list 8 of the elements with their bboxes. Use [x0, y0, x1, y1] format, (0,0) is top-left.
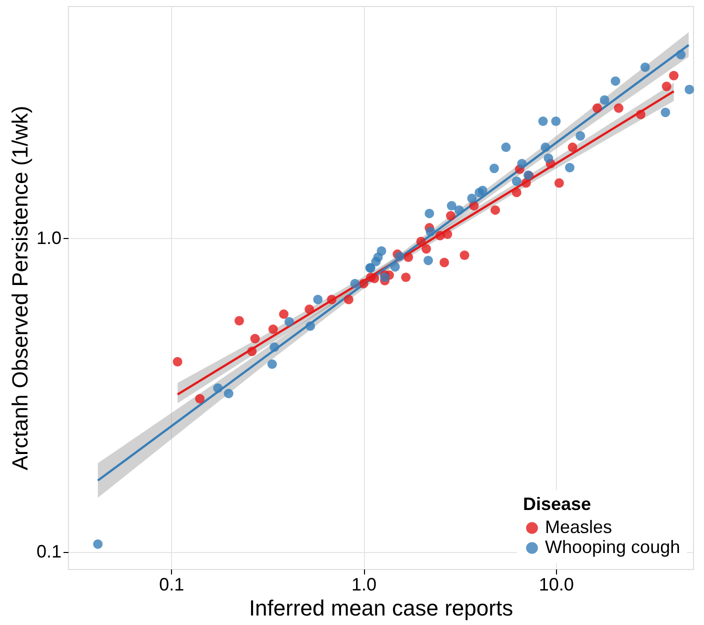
x-tick-label: 1.0 [352, 574, 377, 594]
x-tick-label: 0.1 [159, 574, 184, 594]
x-tick-label: 10.0 [538, 574, 574, 594]
y-axis-title: Arctanh Observed Persistence (1/wk) [7, 106, 32, 470]
legend-label: Whooping cough [545, 537, 680, 557]
legend-title: Disease [523, 494, 592, 514]
x-axis-title: Inferred mean case reports [248, 596, 514, 620]
legend-label: Measles [545, 517, 612, 537]
